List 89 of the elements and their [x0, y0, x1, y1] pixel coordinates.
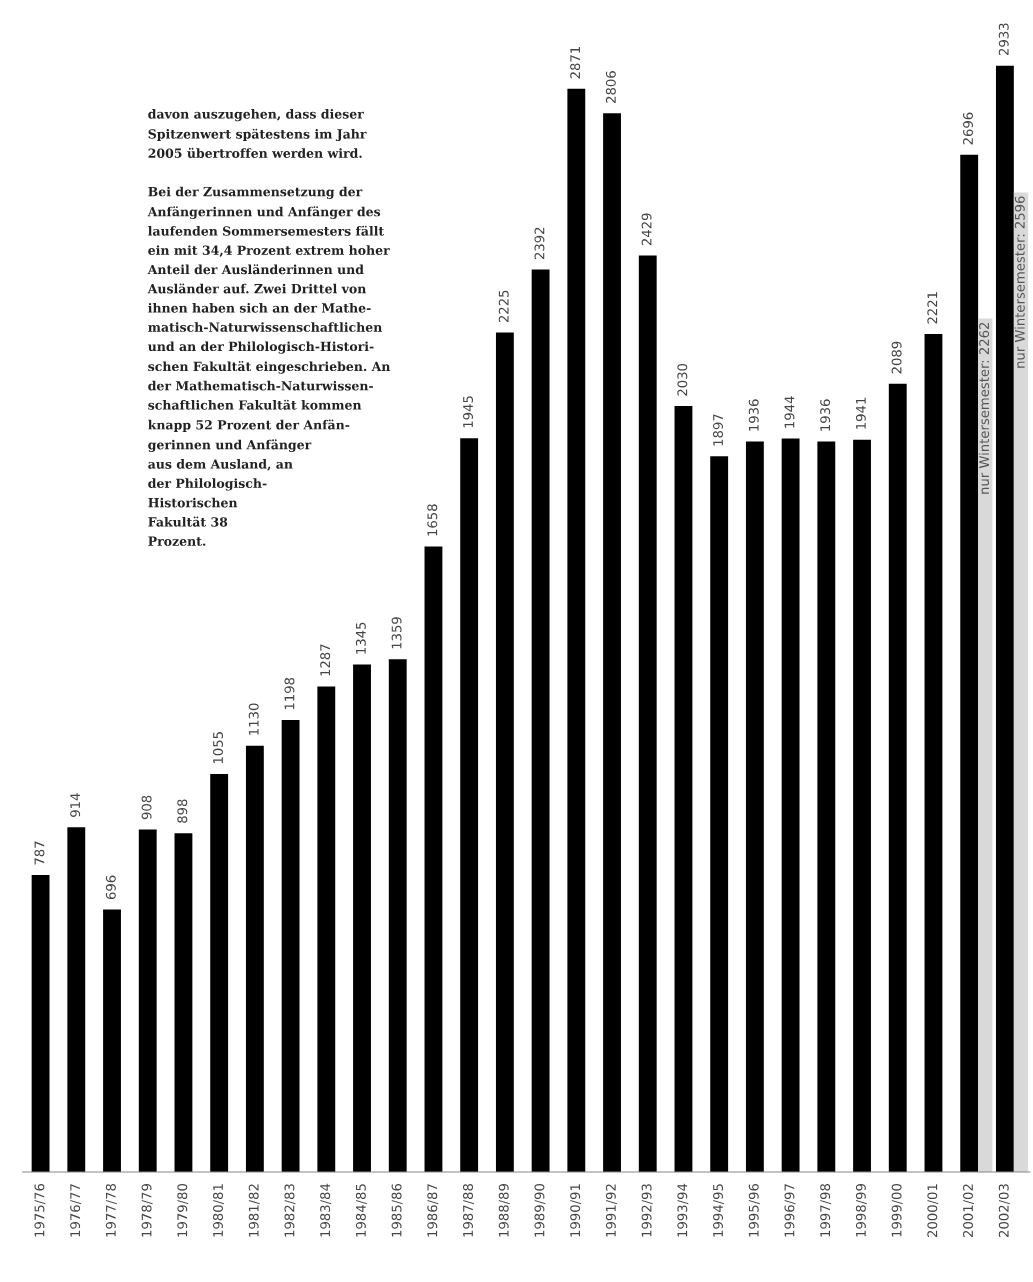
bar [745, 441, 764, 1172]
data-label: 1198 [284, 677, 295, 710]
bar [960, 154, 979, 1172]
data-label: 1345 [355, 622, 366, 654]
bar [67, 827, 86, 1172]
data-label: 1130 [248, 703, 259, 735]
data-label: 1945 [463, 396, 473, 428]
data-label: nur Wintersemester: 2262 [978, 322, 990, 494]
bar [567, 88, 586, 1172]
data-label: 2806 [605, 71, 616, 103]
bar [888, 383, 907, 1172]
bar [174, 833, 193, 1172]
bar [317, 686, 336, 1172]
x-tick-label: 1989/90 [534, 1183, 546, 1237]
bar [710, 456, 729, 1172]
data-label: 1897 [713, 414, 724, 446]
x-tick-label: 1977/78 [105, 1184, 117, 1237]
x-tick-label: 1976/77 [70, 1184, 82, 1237]
bar [531, 269, 550, 1172]
data-label: 914 [70, 793, 81, 817]
data-label: 2221 [927, 292, 938, 324]
bar [978, 318, 993, 1172]
bar [210, 773, 229, 1172]
x-tick-label: 1981/82 [248, 1184, 260, 1237]
x-tick-label: 1984/85 [355, 1184, 367, 1237]
data-label: 2225 [498, 290, 509, 323]
data-label: 908 [141, 795, 152, 820]
data-label: 2089 [891, 341, 902, 374]
data-label: 1936 [820, 399, 831, 431]
bar [245, 745, 264, 1172]
bar [674, 406, 693, 1172]
data-label: 2429 [641, 213, 652, 246]
bar [853, 439, 871, 1172]
bar [460, 438, 479, 1172]
x-tick-label: 1983/84 [320, 1183, 332, 1237]
x-tick-label: 2001/02 [963, 1184, 975, 1237]
x-tick-label: 1996/97 [784, 1184, 796, 1237]
bar [638, 255, 657, 1172]
bar [603, 113, 621, 1172]
x-tick-label: 1990/91 [570, 1184, 582, 1237]
bar [817, 441, 836, 1172]
data-label: 1936 [748, 399, 759, 431]
data-label: 787 [34, 841, 45, 865]
data-label: 1944 [784, 396, 795, 428]
x-tick-label: 1985/86 [391, 1183, 403, 1237]
x-tick-label: 1995/96 [748, 1183, 760, 1237]
x-tick-label: 1993/94 [677, 1183, 689, 1237]
data-label: 1287 [320, 644, 331, 676]
x-tick-label: 2000/01 [927, 1184, 939, 1237]
data-label: 1658 [427, 504, 438, 536]
data-label: 2030 [677, 363, 688, 396]
bar [424, 546, 443, 1172]
x-tick-label: 1975/76 [34, 1183, 46, 1237]
x-tick-label: 1999/00 [891, 1183, 903, 1237]
bar [353, 664, 371, 1172]
data-label: 2392 [534, 227, 545, 260]
bar [138, 829, 157, 1172]
bar [1013, 192, 1029, 1172]
x-tick-label: 1980/81 [213, 1184, 225, 1237]
text: davon auszugehen, dass dieser Spitzenwert spätestens im Jahr 2005 übertroffen werden wird. Bei der Zusammensetzung der Anfängerinnen und Anfänger des laufenden Sommersemesters fällt ein mit 34,4 Prozent extrem hoher Anteil der Ausländerinnen und Ausländer auf. Zwei Drittel von ihnen haben sich an der Mathe- matisch-Naturwissenschaftlichen und an der Philologisch-Histori- schen Fakultät eingeschrieben. An der Mathematisch-Naturwissen- schaftlichen Fakultät kommen knapp 52 Prozent der Anfän- gerinnen und Anfänger aus dem Ausland, an der Philologisch- Historischen Fakultät 38 Prozent. [147, 108, 391, 546]
data-label: 2871 [570, 46, 581, 79]
x-tick-label: 1982/83 [284, 1184, 296, 1237]
x-tick-label: 1978/79 [141, 1184, 153, 1237]
bar [281, 720, 300, 1172]
x-tick-label: 1992/93 [641, 1184, 653, 1237]
bar [31, 875, 50, 1172]
x-tick-label: 1979/80 [177, 1183, 189, 1237]
bar [388, 659, 407, 1172]
data-label: 1941 [855, 397, 866, 429]
bar [781, 438, 800, 1172]
data-label: nur Wintersemester: 2596 [1014, 196, 1025, 368]
bar [103, 909, 121, 1172]
x-tick-label: 1998/99 [855, 1184, 867, 1237]
bar [995, 65, 1014, 1172]
x-tick-label: 1994/95 [713, 1184, 725, 1237]
data-label: 2933 [998, 23, 1009, 55]
data-label: 696 [105, 875, 116, 900]
data-label: 2696 [963, 112, 974, 145]
data-label: 898 [177, 799, 188, 823]
x-tick-label: 1997/98 [820, 1184, 832, 1237]
data-label: 1055 [213, 732, 223, 764]
x-tick-label: 1987/88 [463, 1184, 475, 1237]
x-tick-label: 2002/03 [998, 1184, 1010, 1237]
x-tick-label: 1986/87 [427, 1184, 439, 1237]
data-label: 1359 [391, 617, 402, 649]
bar [495, 332, 514, 1172]
x-tick-label: 1988/89 [498, 1184, 510, 1237]
bar [924, 334, 943, 1172]
x-tick-label: 1991/92 [605, 1184, 617, 1237]
